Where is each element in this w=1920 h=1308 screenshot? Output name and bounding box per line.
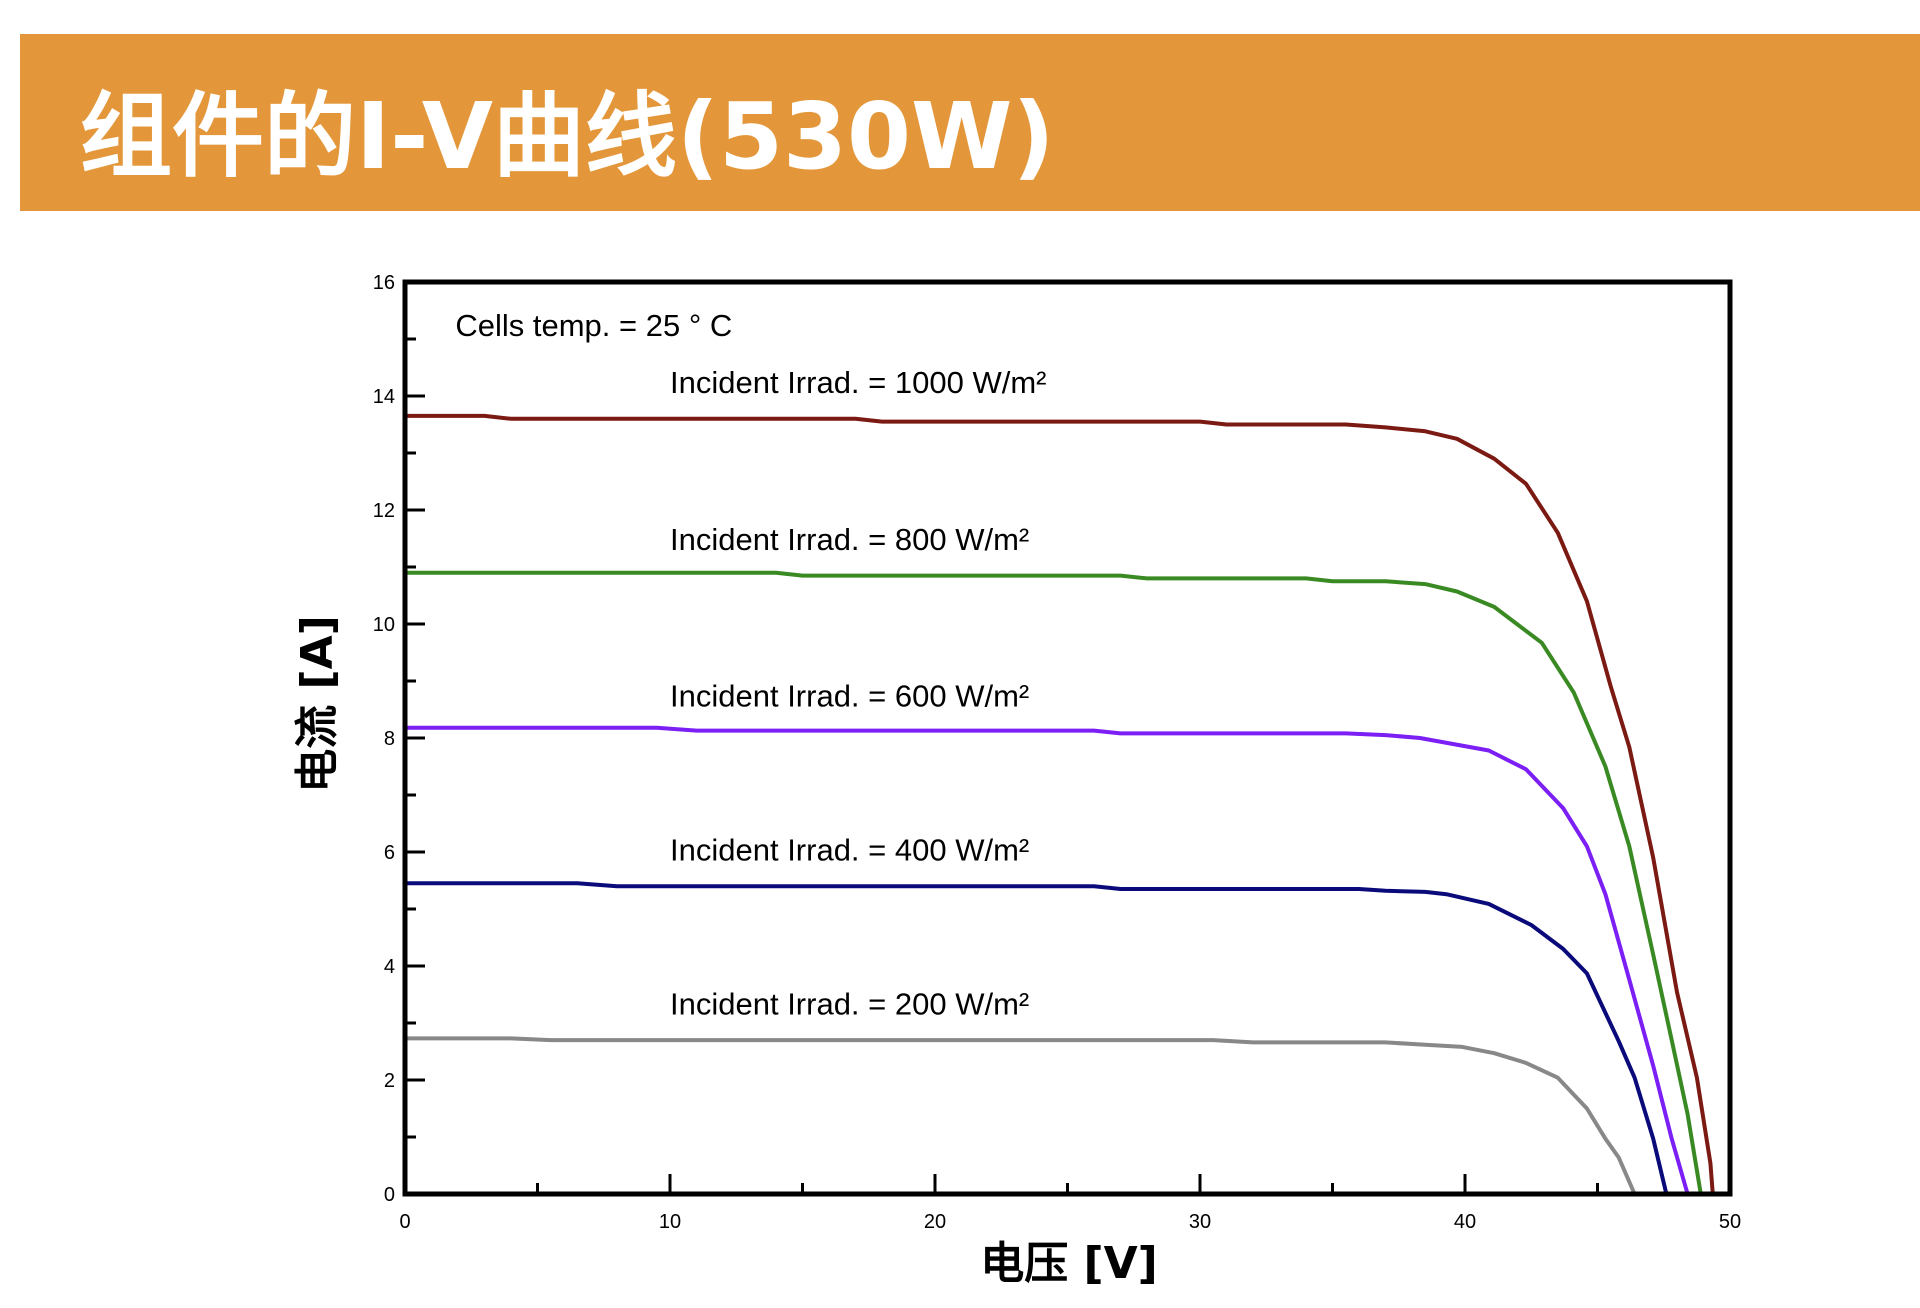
y-tick-label: 16 — [373, 272, 395, 294]
y-tick-label: 2 — [384, 1070, 395, 1092]
series-line-3 — [405, 881, 1669, 1195]
temperature-annotation: Cells temp. = 25 ° C — [455, 308, 732, 343]
series-label-0: Incident Irrad. = 1000 W/m² — [670, 365, 1046, 400]
series-line-2 — [405, 725, 1690, 1195]
x-tick-label: 10 — [659, 1211, 681, 1233]
y-tick-label: 12 — [373, 500, 395, 522]
series-line-1 — [405, 570, 1703, 1195]
y-tick-label: 14 — [373, 386, 395, 408]
ticks — [405, 337, 1599, 1194]
y-tick-label: 8 — [384, 728, 395, 750]
x-tick-label: 50 — [1719, 1211, 1741, 1233]
curves — [405, 413, 1715, 1195]
series-line-4 — [405, 1036, 1637, 1195]
title-banner: 组件的I-V曲线(530W) — [20, 34, 1920, 211]
x-axis-label: 电压 [V] — [980, 1238, 1158, 1289]
x-tick-label: 0 — [399, 1211, 410, 1233]
series-label-4: Incident Irrad. = 200 W/m² — [670, 986, 1029, 1021]
series-label-2: Incident Irrad. = 600 W/m² — [670, 679, 1029, 714]
series-line-0 — [405, 413, 1715, 1195]
y-axis-label: 电流 [A] — [292, 615, 343, 793]
y-tick-label: 6 — [384, 842, 395, 864]
y-tick-label: 4 — [384, 956, 395, 978]
page-title: 组件的I-V曲线(530W) — [80, 83, 1055, 190]
x-tick-label: 20 — [924, 1211, 946, 1233]
series-label-3: Incident Irrad. = 400 W/m² — [670, 833, 1029, 868]
labels: 0 10 20 30 40 50 0 2 4 6 8 10 12 14 16 Cells temp. = 25… — [373, 272, 1741, 1233]
y-tick-label: 0 — [384, 1184, 395, 1206]
x-tick-label: 40 — [1454, 1211, 1476, 1233]
series-label-1: Incident Irrad. = 800 W/m² — [670, 522, 1029, 557]
y-tick-label: 10 — [373, 614, 395, 636]
x-tick-label: 30 — [1189, 1211, 1211, 1233]
